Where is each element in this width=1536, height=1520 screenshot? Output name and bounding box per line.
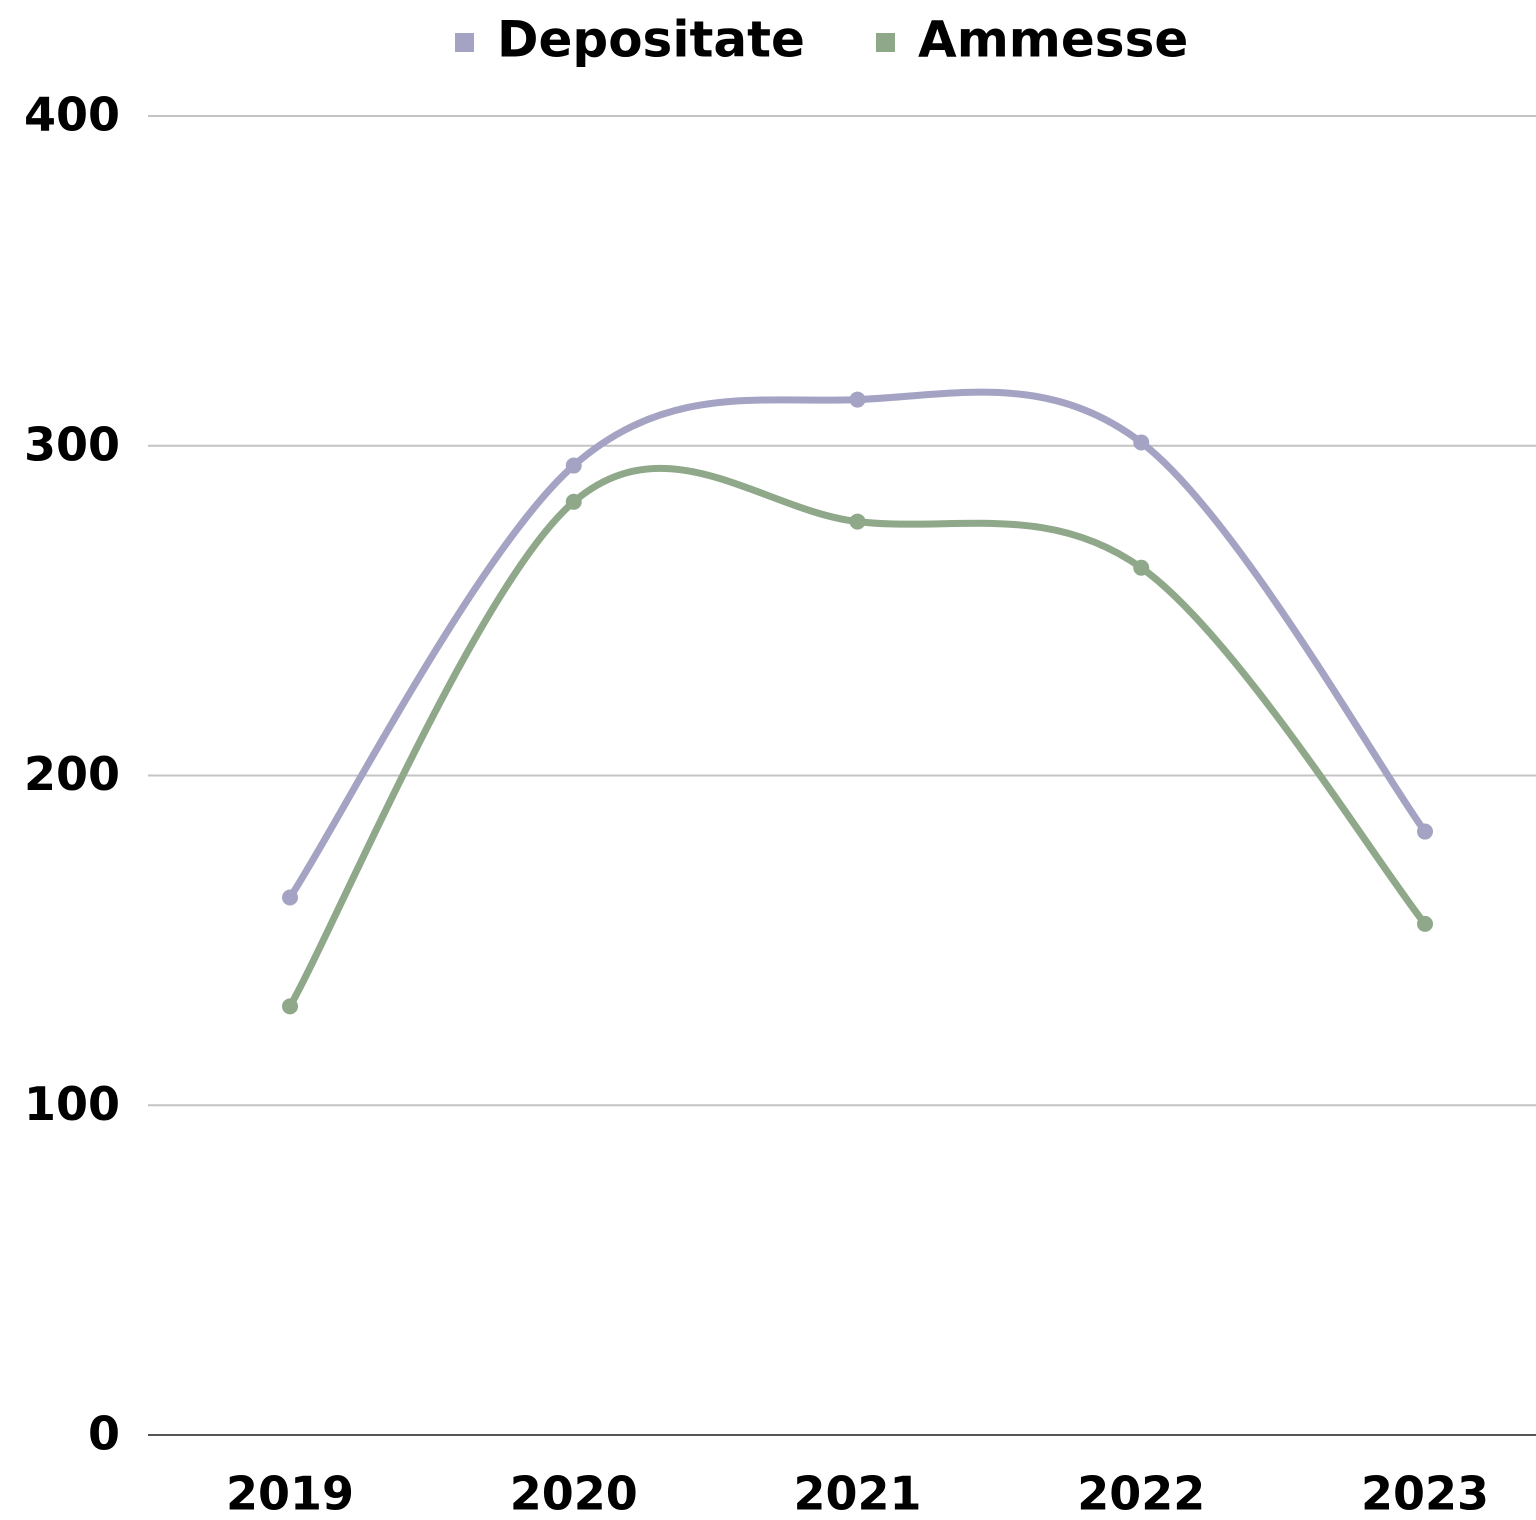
series-line: [286, 464, 1429, 1010]
x-tick-label: 2019: [226, 1467, 354, 1520]
point-marker: [1133, 559, 1150, 576]
y-tick-label: 0: [88, 1407, 120, 1461]
legend-label: Depositate: [497, 11, 805, 69]
y-tick-label: 100: [24, 1077, 120, 1131]
legend-label: Ammesse: [918, 11, 1188, 69]
legend-swatch: [455, 33, 474, 52]
point-marker: [565, 493, 582, 510]
point-marker: [282, 998, 298, 1015]
point-marker: [1417, 823, 1433, 840]
legend-swatch: [876, 33, 895, 52]
point-marker: [282, 889, 298, 906]
x-tick-label: 2021: [793, 1467, 921, 1520]
x-tick-label: 2022: [1077, 1467, 1205, 1520]
y-tick-label: 300: [24, 417, 120, 471]
series-line: [286, 388, 1429, 902]
point-marker: [849, 513, 866, 530]
x-tick-label: 2023: [1361, 1467, 1489, 1520]
point-marker: [849, 391, 866, 408]
legend: Depositate Ammesse: [455, 11, 1188, 69]
point-marker: [1133, 434, 1150, 451]
y-tick-label: 200: [24, 747, 120, 801]
point-marker: [1417, 915, 1433, 932]
y-tick-label: 400: [24, 88, 120, 142]
point-marker: [565, 457, 582, 474]
x-tick-label: 2020: [510, 1467, 638, 1520]
